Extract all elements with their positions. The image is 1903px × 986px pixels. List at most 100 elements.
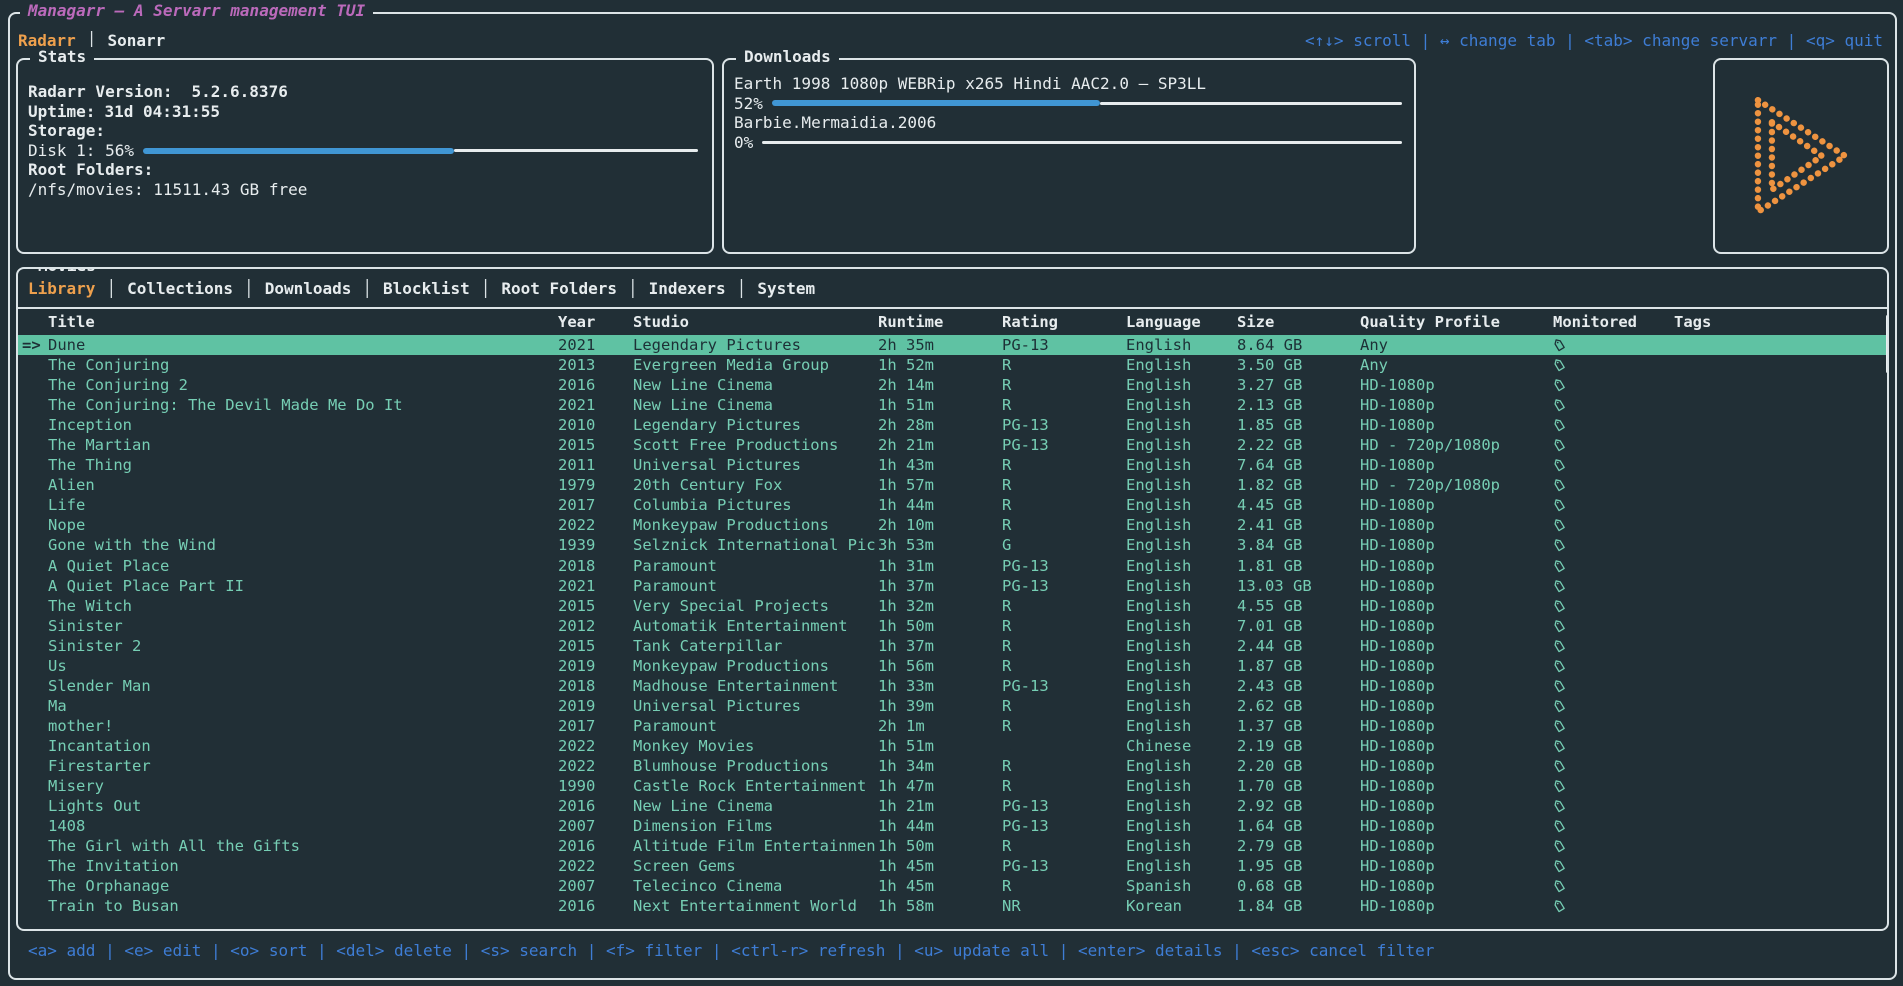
cell-title: The Conjuring: The Devil Made Me Do It: [48, 396, 403, 415]
movie-row[interactable]: The Invitation 2022 Screen Gems 1h 45m PG-13…: [18, 856, 1887, 876]
movies-tab-library[interactable]: Library: [28, 278, 96, 298]
movie-row[interactable]: Misery 1990 Castle Rock Entertainment 1h 47…: [18, 776, 1887, 796]
movies-tab-root-folders[interactable]: Root Folders: [501, 278, 617, 298]
cell-year: 2022: [558, 516, 596, 535]
cell-quality_profile: HD - 720p/1080p: [1360, 436, 1500, 455]
tag-icon: [1554, 459, 1565, 472]
selected-row-marker: [22, 676, 48, 696]
movie-row[interactable]: Firestarter 2022 Blumhouse Productions 1h 3…: [18, 756, 1887, 776]
cell-tags: [1674, 816, 1887, 836]
cell-year: 2018: [558, 676, 596, 695]
movie-row[interactable]: The Martian 2015 Scott Free Productions 2h …: [18, 435, 1887, 455]
app-title: Managarr – A Servarr management TUI: [20, 1, 374, 20]
cell-monitored: [1553, 676, 1674, 696]
movie-row[interactable]: A Quiet Place Part II 2021 Paramount 1h 37m…: [18, 576, 1887, 596]
movie-row[interactable]: The Conjuring 2 2016 New Line Cinema 2h 14m…: [18, 375, 1887, 395]
cell-monitored: [1553, 435, 1674, 455]
cell-tags: [1674, 756, 1887, 776]
cell-tags: [1674, 495, 1887, 515]
tab-separator: │: [362, 278, 373, 298]
column-header-language[interactable]: Language: [1126, 313, 1201, 331]
cell-tags: [1674, 636, 1887, 656]
cell-language: Chinese: [1126, 736, 1192, 755]
selected-row-marker: [22, 395, 48, 415]
movie-row[interactable]: The Girl with All the Gifts 2016 Altitude …: [18, 836, 1887, 856]
movies-tab-blocklist[interactable]: Blocklist: [383, 278, 470, 298]
movies-tab-downloads[interactable]: Downloads: [264, 278, 352, 298]
cell-tags: [1674, 776, 1887, 796]
disk-usage-label: Disk 1: 56%: [28, 140, 134, 160]
footer-keybinds: <a> add | <e> edit | <o> sort | <del> de…: [28, 941, 1435, 960]
movie-row[interactable]: A Quiet Place 2018 Paramount 1h 31m PG-13 Eng…: [18, 556, 1887, 576]
column-header-studio[interactable]: Studio: [633, 313, 689, 331]
cell-title: 1408: [48, 817, 86, 836]
cell-rating: PG-13: [1002, 576, 1049, 595]
column-header-size[interactable]: Size: [1237, 313, 1275, 331]
selected-row-marker: [22, 856, 48, 876]
tag-icon: [1554, 539, 1565, 552]
tag-icon: [1554, 639, 1565, 652]
cell-language: English: [1126, 596, 1192, 615]
cell-monitored: [1553, 355, 1674, 375]
cell-quality_profile: HD-1080p: [1360, 777, 1435, 796]
movie-row[interactable]: The Thing 2011 Universal Pictures 1h 43m R En…: [18, 455, 1887, 475]
scrollbar-thumb[interactable]: [1886, 315, 1887, 373]
movie-row[interactable]: mother! 2017 Paramount 2h 1m R English 1.37 GB…: [18, 716, 1887, 736]
movie-row[interactable]: Slender Man 2018 Madhouse Entertainment 1h …: [18, 676, 1887, 696]
movies-tab-system[interactable]: System: [757, 278, 816, 298]
column-header-title[interactable]: Title: [48, 313, 95, 331]
cell-runtime: 2h 14m: [878, 376, 934, 395]
movie-row[interactable]: Us 2019 Monkeypaw Productions 1h 56m R Englis…: [18, 656, 1887, 676]
movie-row[interactable]: Lights Out 2016 New Line Cinema 1h 21m PG-13…: [18, 796, 1887, 816]
column-header-monitored[interactable]: Monitored: [1553, 313, 1637, 331]
servarr-tab-sonarr[interactable]: Sonarr: [107, 30, 166, 50]
movies-tab-collections[interactable]: Collections: [127, 278, 234, 298]
movie-row[interactable]: Life 2017 Columbia Pictures 1h 44m R English 4…: [18, 495, 1887, 515]
cell-studio: Selznick International Pic: [633, 536, 876, 555]
movie-row[interactable]: => Dune 2021 Legendary Pictures 2h 35m PG-13 E…: [18, 335, 1887, 356]
servarr-tab-radarr[interactable]: Radarr: [18, 30, 76, 50]
cell-language: English: [1126, 456, 1192, 475]
cell-tags: [1674, 375, 1887, 395]
movie-row[interactable]: The Conjuring 2013 Evergreen Media Group 1h…: [18, 355, 1887, 375]
movie-row[interactable]: The Conjuring: The Devil Made Me Do It 20…: [18, 395, 1887, 415]
cell-studio: Paramount: [633, 716, 717, 735]
movie-row[interactable]: Train to Busan 2016 Next Entertainment Wor…: [18, 896, 1887, 916]
cell-title: Us: [48, 656, 67, 675]
movie-row[interactable]: 1408 2007 Dimension Films 1h 44m PG-13 Englis…: [18, 816, 1887, 836]
cell-runtime: 1h 34m: [878, 756, 934, 775]
column-header-year[interactable]: Year: [558, 313, 596, 331]
movie-row[interactable]: Ma 2019 Universal Pictures 1h 39m R English 2.…: [18, 696, 1887, 716]
movies-tab-indexers[interactable]: Indexers: [648, 278, 726, 298]
movie-row[interactable]: Nope 2022 Monkeypaw Productions 2h 10m R Engl…: [18, 515, 1887, 535]
cell-size: 7.64 GB: [1237, 456, 1303, 475]
cell-tags: [1674, 475, 1887, 495]
cell-quality_profile: Any: [1360, 336, 1388, 354]
cell-quality_profile: HD-1080p: [1360, 736, 1435, 755]
column-header-rating[interactable]: Rating: [1002, 313, 1058, 331]
cell-title: Firestarter: [48, 756, 151, 775]
column-header-runtime[interactable]: Runtime: [878, 313, 944, 331]
selected-row-marker: [22, 435, 48, 455]
cell-monitored: [1553, 596, 1674, 616]
cell-studio: Screen Gems: [633, 857, 736, 876]
movie-row[interactable]: Inception 2010 Legendary Pictures 2h 28m PG-…: [18, 415, 1887, 435]
movie-row[interactable]: Incantation 2022 Monkey Movies 1h 51m Chines…: [18, 736, 1887, 756]
movie-row[interactable]: Alien 1979 20th Century Fox 1h 57m R English 1…: [18, 475, 1887, 495]
radarr-version-line: Radarr Version: 5.2.6.8376: [28, 82, 698, 102]
column-header-tags[interactable]: Tags: [1674, 313, 1712, 331]
cell-monitored: [1553, 776, 1674, 796]
movie-row[interactable]: The Orphanage 2007 Telecinco Cinema 1h 45m R…: [18, 876, 1887, 896]
selected-row-marker: [22, 515, 48, 535]
movie-row[interactable]: Sinister 2 2015 Tank Caterpillar 1h 37m R Eng…: [18, 636, 1887, 656]
movie-row[interactable]: Sinister 2012 Automatik Entertainment 1h 50…: [18, 616, 1887, 636]
cell-quality_profile: HD-1080p: [1360, 837, 1435, 856]
selected-row-marker: [22, 556, 48, 576]
cell-title: Nope: [48, 516, 86, 535]
column-header-quality_profile[interactable]: Quality Profile: [1360, 313, 1500, 331]
cell-studio: 20th Century Fox: [633, 476, 783, 495]
selected-row-marker: [22, 776, 48, 796]
cell-monitored: [1553, 415, 1674, 435]
movie-row[interactable]: The Witch 2015 Very Special Projects 1h 32m…: [18, 596, 1887, 616]
movie-row[interactable]: Gone with the Wind 1939 Selznick Internati…: [18, 535, 1887, 555]
